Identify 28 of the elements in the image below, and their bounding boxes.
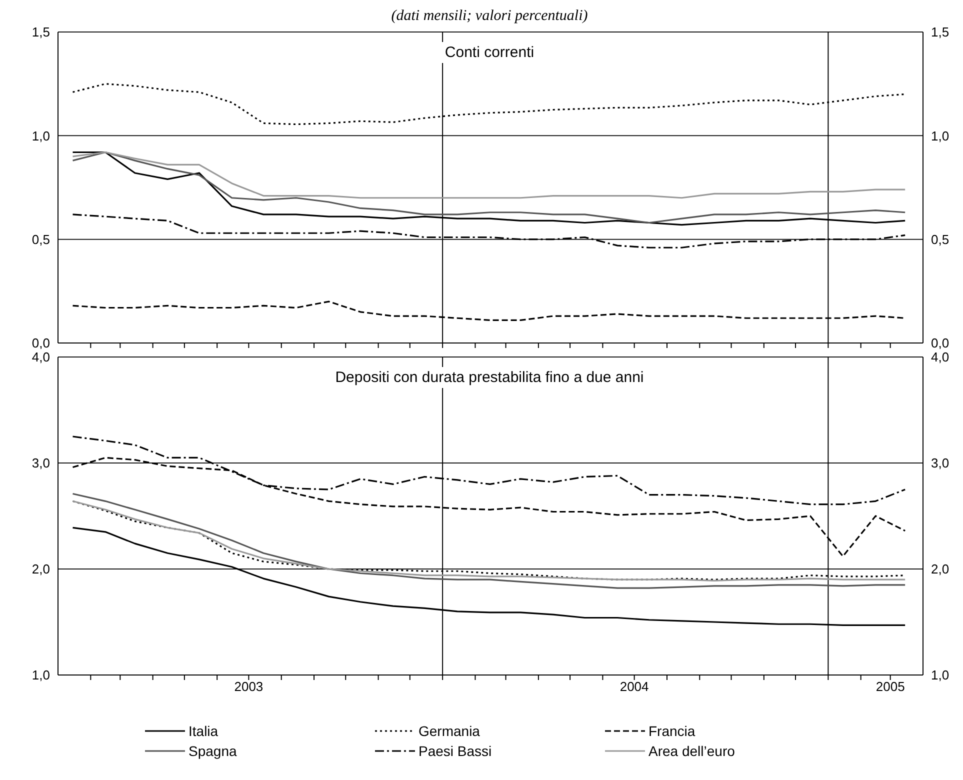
legend-label: Francia [648,723,696,739]
y-tick-label: 3,0 [32,456,50,471]
y2-tick-label: 1,0 [931,668,950,683]
y-tick-label: 4,0 [32,350,50,365]
y-tick-label: 1,5 [32,24,50,40]
legend-label: Paesi Bassi [418,743,492,759]
x-tick-label: 2005 [876,679,905,694]
y-tick-label: 0,0 [32,336,50,351]
legend-label: Spagna [188,743,237,759]
y2-tick-label: 4,0 [931,350,950,365]
y2-tick-label: 2,0 [931,562,950,577]
y-tick-label: 0,5 [32,232,50,247]
x-tick-label: 2004 [620,679,649,694]
legend-label: Area dell’euro [648,743,735,759]
text: Depositi con durata prestabilita fino a due anni [331,367,648,388]
y2-tick-label: 0,5 [931,232,950,247]
x-tick-label: 2003 [234,679,264,694]
chart-subtitle: (dati mensili; valori percentuali) [390,8,589,24]
text: Conti correnti [440,42,538,63]
y-tick-label: 2,0 [32,562,50,577]
y2-tick-label: 1,0 [931,128,950,144]
y-tick-label: 1,0 [32,668,50,683]
y-tick-label: 1,0 [32,128,50,144]
legend-label: Germania [418,723,480,739]
y2-tick-label: 3,0 [931,456,950,471]
y2-tick-label: 0,0 [931,336,950,351]
legend-label: Italia [188,723,218,739]
y2-tick-label: 1,5 [931,24,950,40]
